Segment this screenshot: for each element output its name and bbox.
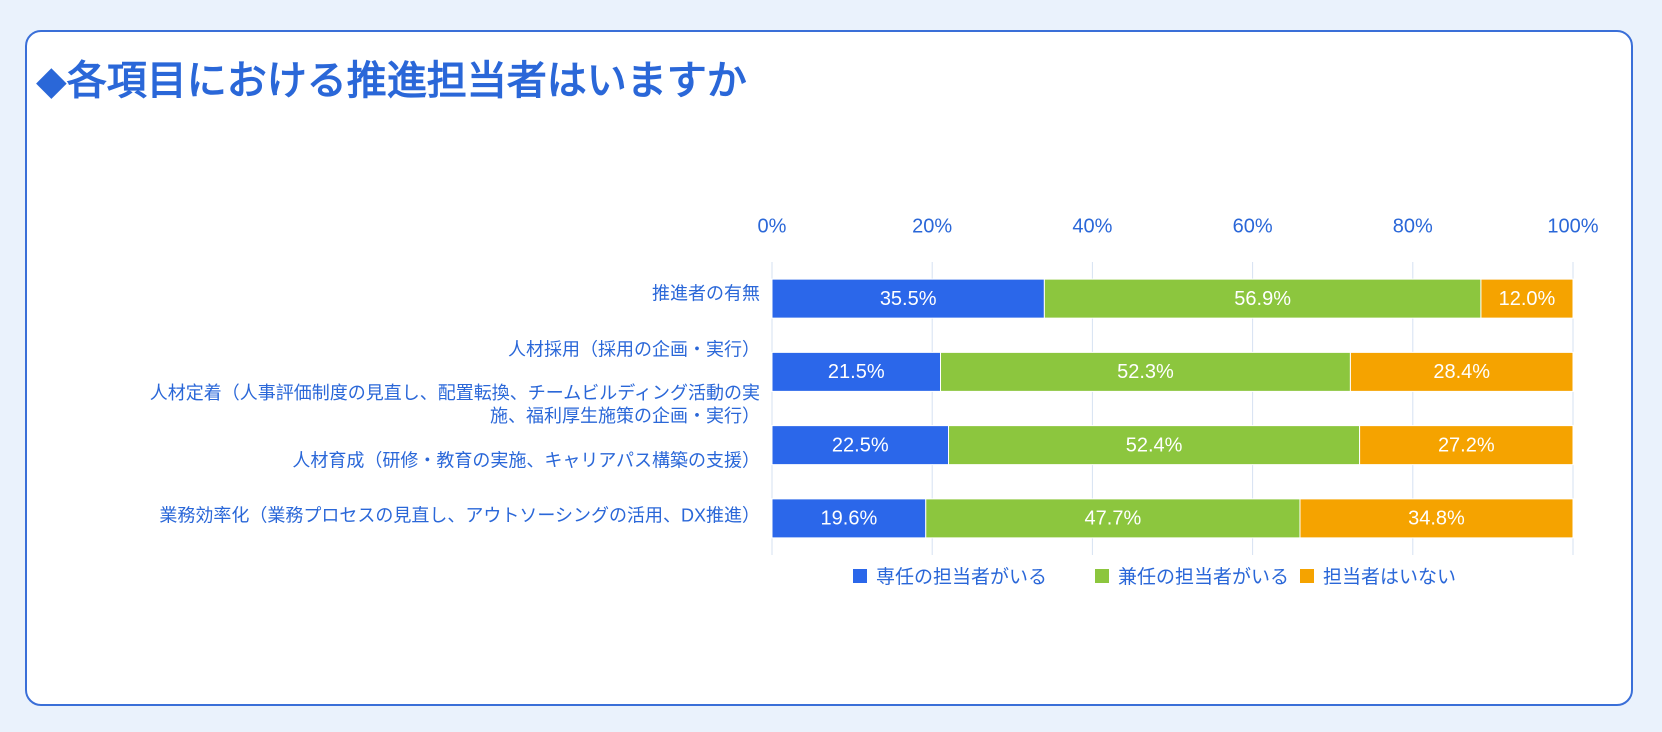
bar-segment bbox=[1359, 425, 1574, 466]
category-label: 人材定着（人事評価制度の見直し、配置転換、チームビルディング活動の実施、福利厚生… bbox=[149, 383, 760, 427]
data-label: 56.9% bbox=[1234, 288, 1291, 310]
bar-segment bbox=[771, 498, 927, 539]
legend-label: 担当者はいない bbox=[1323, 566, 1456, 588]
legend-label: 専任の担当者がいる bbox=[876, 566, 1047, 588]
data-label: 28.4% bbox=[1433, 361, 1490, 383]
data-label: 35.5% bbox=[880, 288, 937, 310]
legend-swatch bbox=[1300, 569, 1314, 583]
x-tick-label: 80% bbox=[1393, 215, 1433, 237]
x-tick-label: 100% bbox=[1547, 215, 1598, 237]
x-tick-label: 0% bbox=[758, 215, 787, 237]
data-label: 52.3% bbox=[1117, 361, 1174, 383]
legend-label: 兼任の担当者がいる bbox=[1118, 566, 1289, 588]
category-label: 推進者の有無 bbox=[652, 283, 760, 304]
bar-segment bbox=[771, 278, 1045, 319]
bar-segment bbox=[1299, 498, 1574, 539]
data-label: 21.5% bbox=[828, 361, 885, 383]
category-label: 人材育成（研修・教育の実施、キャリアパス構築の支援） bbox=[292, 450, 760, 471]
bar-segment bbox=[1480, 278, 1574, 319]
legend-swatch bbox=[853, 569, 867, 583]
bar-segment bbox=[1349, 351, 1574, 392]
data-label: 52.4% bbox=[1126, 434, 1183, 456]
bar-segment bbox=[1043, 278, 1482, 319]
x-tick-label: 40% bbox=[1072, 215, 1112, 237]
data-label: 47.7% bbox=[1085, 508, 1142, 530]
category-label: 人材採用（採用の企画・実行） bbox=[508, 339, 760, 360]
data-label: 19.6% bbox=[821, 508, 878, 530]
bar-segment bbox=[771, 351, 942, 392]
data-label: 27.2% bbox=[1438, 434, 1495, 456]
bar-segment bbox=[948, 425, 1361, 466]
data-label: 12.0% bbox=[1499, 288, 1556, 310]
data-label: 22.5% bbox=[832, 434, 889, 456]
x-tick-label: 20% bbox=[912, 215, 952, 237]
bar-segment bbox=[771, 425, 950, 466]
category-label: 業務効率化（業務プロセスの見直し、アウトソーシングの活用、DX推進） bbox=[159, 505, 760, 526]
data-label: 34.8% bbox=[1408, 508, 1465, 530]
chart-title: ◆各項目における推進担当者はいますか bbox=[36, 59, 747, 103]
bar-segment bbox=[940, 351, 1351, 392]
x-tick-label: 60% bbox=[1233, 215, 1273, 237]
legend-swatch bbox=[1095, 569, 1109, 583]
